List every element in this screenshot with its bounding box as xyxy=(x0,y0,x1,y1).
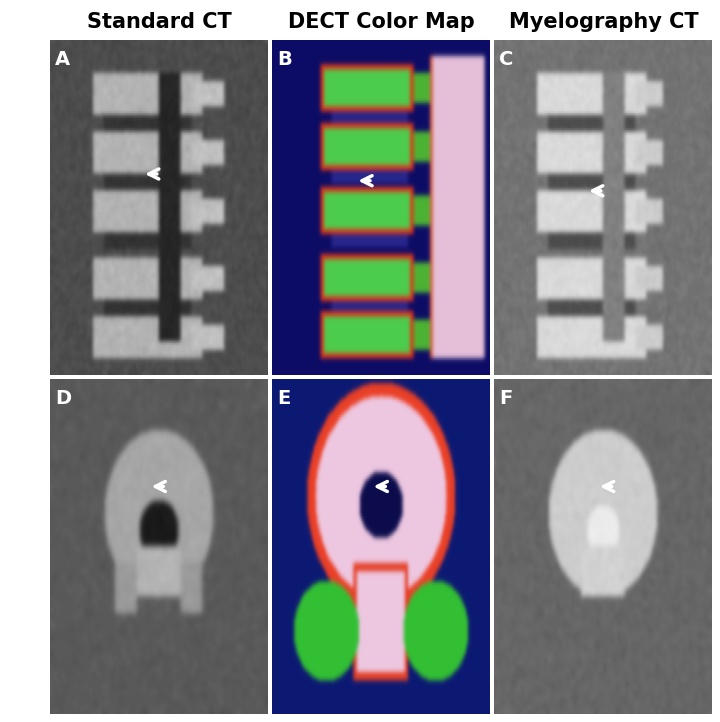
Text: DECT Color Map: DECT Color Map xyxy=(288,12,475,32)
Text: B: B xyxy=(276,50,292,69)
Text: Standard CT: Standard CT xyxy=(87,12,232,32)
Text: A: A xyxy=(55,50,70,69)
Text: D: D xyxy=(55,389,71,408)
Text: F: F xyxy=(499,389,512,408)
Text: C: C xyxy=(499,50,513,69)
Text: E: E xyxy=(276,389,290,408)
Text: Myelography CT: Myelography CT xyxy=(509,12,698,32)
